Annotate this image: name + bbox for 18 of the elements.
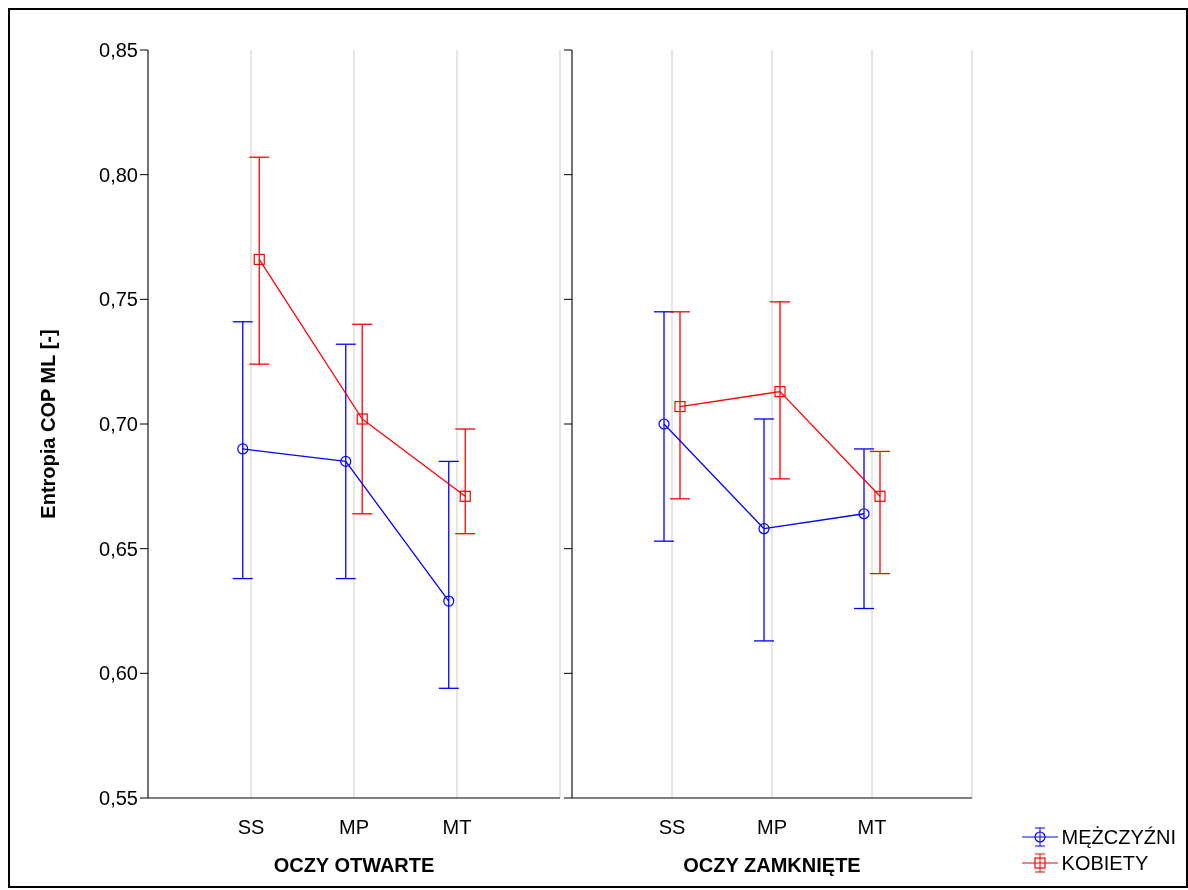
y-tick-label: 0,85 <box>99 39 138 62</box>
x-tick-label: MT <box>442 816 472 839</box>
x-axis-title: OCZY OTWARTE <box>273 854 435 876</box>
y-tick-label: 0,60 <box>99 662 138 685</box>
x-tick-label: MP <box>757 816 787 839</box>
x-tick-label: SS <box>658 816 686 839</box>
y-tick-label: 0,55 <box>99 787 138 810</box>
y-tick-label: 0,65 <box>99 537 138 560</box>
legend-label: MĘŻCZYŹNI <box>1061 825 1176 849</box>
y-tick-label: 0,70 <box>99 413 138 436</box>
x-tick-label: MT <box>857 816 887 839</box>
x-axis-title: OCZY ZAMKNIĘTE <box>683 854 861 876</box>
y-tick-label: 0,75 <box>99 288 138 311</box>
x-tick-label: SS <box>237 816 265 839</box>
x-tick-label: MP <box>339 816 369 839</box>
y-tick-label: 0,80 <box>99 163 138 186</box>
y-axis-title: Entropia COP ML [-] <box>37 329 60 519</box>
legend-label: KOBIETY <box>1061 851 1149 875</box>
